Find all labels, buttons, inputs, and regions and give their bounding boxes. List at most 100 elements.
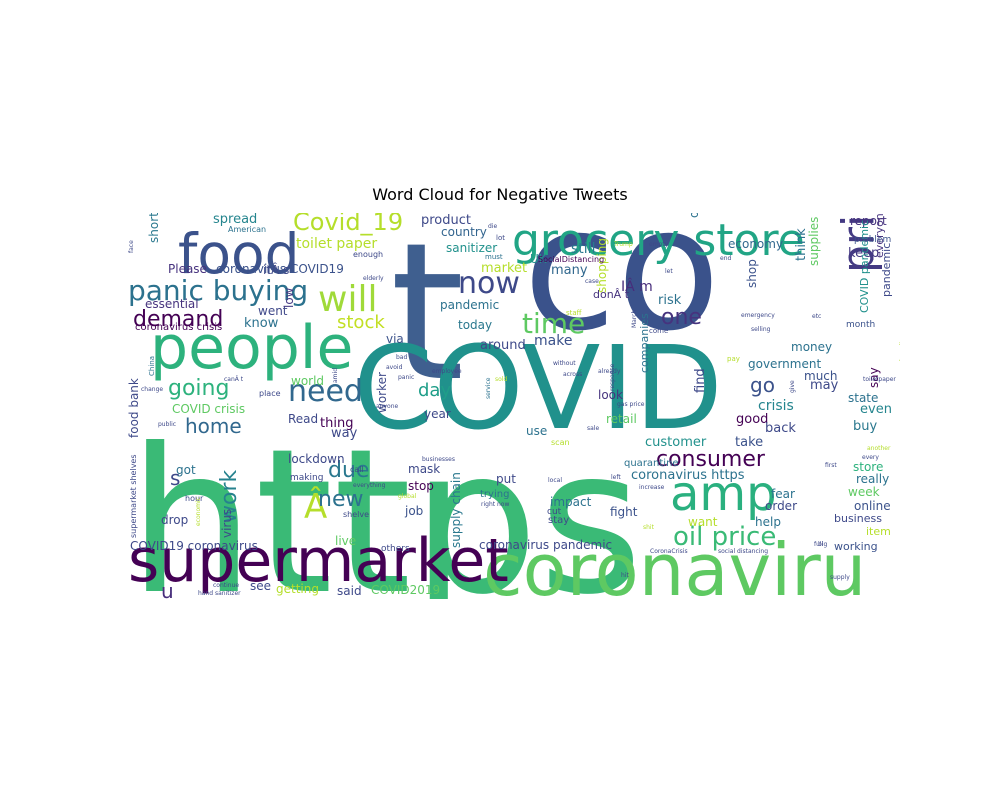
word-hit: hit bbox=[621, 572, 629, 579]
word-one: one bbox=[661, 305, 702, 330]
word-item: item bbox=[866, 525, 891, 538]
word-got: got bbox=[176, 463, 196, 477]
word-business: business bbox=[834, 512, 882, 525]
word-stay: stay bbox=[548, 515, 569, 526]
word-sale: sale bbox=[587, 425, 599, 432]
word-read: Read bbox=[288, 412, 318, 426]
chart-title: Word Cloud for Negative Tweets bbox=[372, 185, 628, 204]
word-many: many bbox=[551, 263, 588, 278]
word-keep: keep bbox=[848, 246, 879, 261]
word-change: change bbox=[141, 386, 163, 393]
word-price: price bbox=[833, 213, 884, 273]
word-work: work bbox=[217, 470, 242, 523]
word-supply-chain: supply chain bbox=[449, 472, 463, 548]
word-already: already bbox=[598, 368, 621, 375]
word-use: use bbox=[526, 424, 547, 438]
word-case: case bbox=[585, 278, 599, 285]
word-good: good bbox=[736, 412, 768, 427]
word-amp: amp bbox=[670, 466, 777, 522]
word-economic: economic bbox=[195, 497, 202, 526]
word-response: response bbox=[609, 363, 616, 391]
word-consumer: consumer bbox=[656, 447, 766, 472]
word-food: food bbox=[178, 222, 300, 286]
word-public: public bbox=[158, 421, 176, 428]
word-t: t bbox=[390, 213, 465, 423]
word-problem: problem bbox=[854, 235, 891, 245]
word-shortage: shortage bbox=[147, 213, 161, 243]
word-call: call bbox=[350, 465, 364, 474]
word-https: https bbox=[128, 406, 643, 599]
word-home: home bbox=[185, 414, 242, 438]
word-see: see bbox=[250, 579, 271, 593]
word-pandemic: pandemic bbox=[880, 243, 893, 297]
word-socialdistancing: SocialDistancing bbox=[538, 255, 604, 264]
word-anyone: anyone bbox=[376, 403, 399, 410]
word-supermarket-shelves: supermarket shelves bbox=[129, 454, 138, 538]
word-money: money bbox=[791, 340, 832, 354]
word-look: look bbox=[598, 388, 623, 402]
word-buy: buy bbox=[853, 419, 877, 434]
word-trump: Trump bbox=[613, 241, 633, 248]
word-pandemic: pandemic bbox=[440, 298, 499, 312]
word-making: making bbox=[290, 473, 323, 483]
word-co: co bbox=[523, 213, 720, 369]
word-toilet-paper: toilet paper bbox=[296, 236, 377, 252]
word-impact: impact bbox=[550, 495, 592, 509]
word-give: give bbox=[789, 380, 796, 393]
word-china: China bbox=[148, 356, 156, 376]
word-without: without bbox=[553, 360, 576, 367]
word-covid19-coronavirus: COVID19 coronavirus bbox=[130, 539, 258, 553]
word-hoarding: hoarding bbox=[899, 334, 900, 361]
word-grocery-store: grocery store bbox=[512, 215, 805, 266]
word-lockdown: lockdown bbox=[288, 452, 345, 466]
word-panic-buying: panic buying bbox=[128, 274, 308, 307]
word-let: let bbox=[665, 268, 673, 275]
word-march: March bbox=[631, 310, 638, 328]
word-government: government bbox=[748, 357, 821, 371]
word-stop: stop bbox=[408, 479, 434, 493]
word-went: went bbox=[258, 304, 288, 318]
word-say: say bbox=[867, 367, 881, 388]
word-thing: thing bbox=[320, 416, 353, 431]
word-put: put bbox=[496, 472, 516, 486]
word-coronavirus-https: coronavirus https bbox=[631, 468, 745, 483]
word-online-shopping: online shopping bbox=[687, 213, 701, 218]
word-scan: scan bbox=[551, 438, 570, 447]
word-oil-price: oil price bbox=[673, 522, 776, 552]
word-now: now bbox=[458, 266, 520, 301]
word-stock: stock bbox=[337, 312, 385, 333]
word-due: due bbox=[328, 458, 369, 483]
word-i-m: IÂ m bbox=[621, 277, 653, 295]
word-service: service bbox=[485, 377, 492, 399]
word-avoid: avoid bbox=[386, 364, 403, 371]
word-enough: enough bbox=[353, 250, 383, 259]
word-retail: retail bbox=[606, 412, 637, 426]
word-know: know bbox=[244, 316, 279, 331]
word-others: others bbox=[381, 544, 410, 554]
word-gas-price: gas price bbox=[617, 401, 645, 408]
word-u: u bbox=[161, 579, 174, 599]
word-year: year bbox=[424, 407, 451, 421]
word-world: world bbox=[291, 374, 324, 388]
word-will: will bbox=[318, 279, 377, 320]
word-much: much bbox=[804, 369, 838, 383]
word-elderly: elderly bbox=[363, 275, 384, 282]
word-working: working bbox=[834, 540, 878, 553]
word-covid: COVID bbox=[353, 322, 723, 456]
word-s: s bbox=[170, 466, 180, 490]
word-via: via bbox=[386, 332, 404, 346]
word-amid: amid bbox=[332, 368, 339, 383]
word-risk: risk bbox=[658, 293, 682, 308]
word-shit: shit bbox=[643, 524, 655, 531]
word-hour: hour bbox=[185, 494, 204, 503]
word-virus: virus bbox=[220, 509, 234, 538]
word-social-distancing: social distancing bbox=[718, 548, 768, 555]
word-really: really bbox=[856, 472, 889, 486]
word-today: today bbox=[458, 318, 492, 332]
word-supermarket: supermarket bbox=[128, 526, 509, 596]
word-bad: bad bbox=[396, 354, 407, 361]
word-live: live bbox=[335, 534, 356, 548]
word-even: even bbox=[860, 402, 892, 417]
word-die: die bbox=[488, 223, 497, 230]
word-take: take bbox=[735, 435, 763, 450]
